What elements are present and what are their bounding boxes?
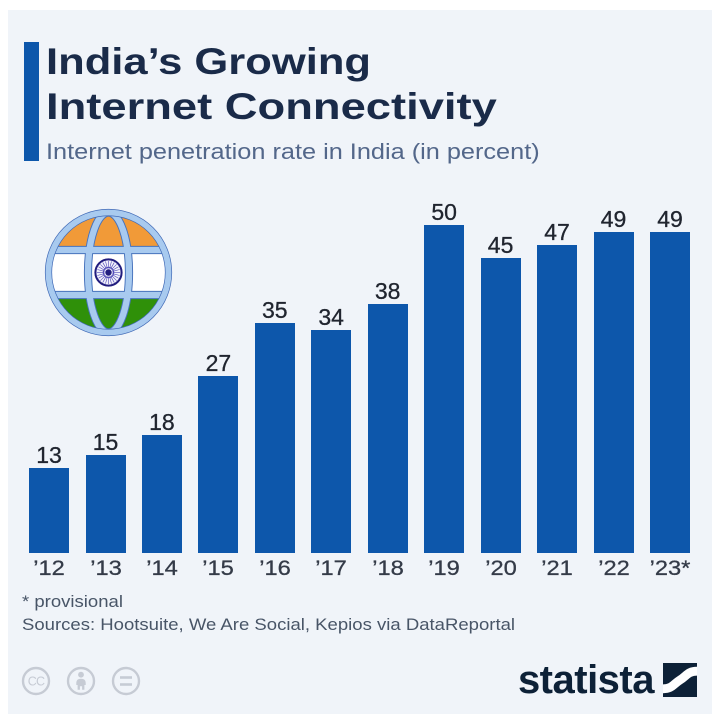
svg-text:CC: CC	[28, 674, 45, 688]
